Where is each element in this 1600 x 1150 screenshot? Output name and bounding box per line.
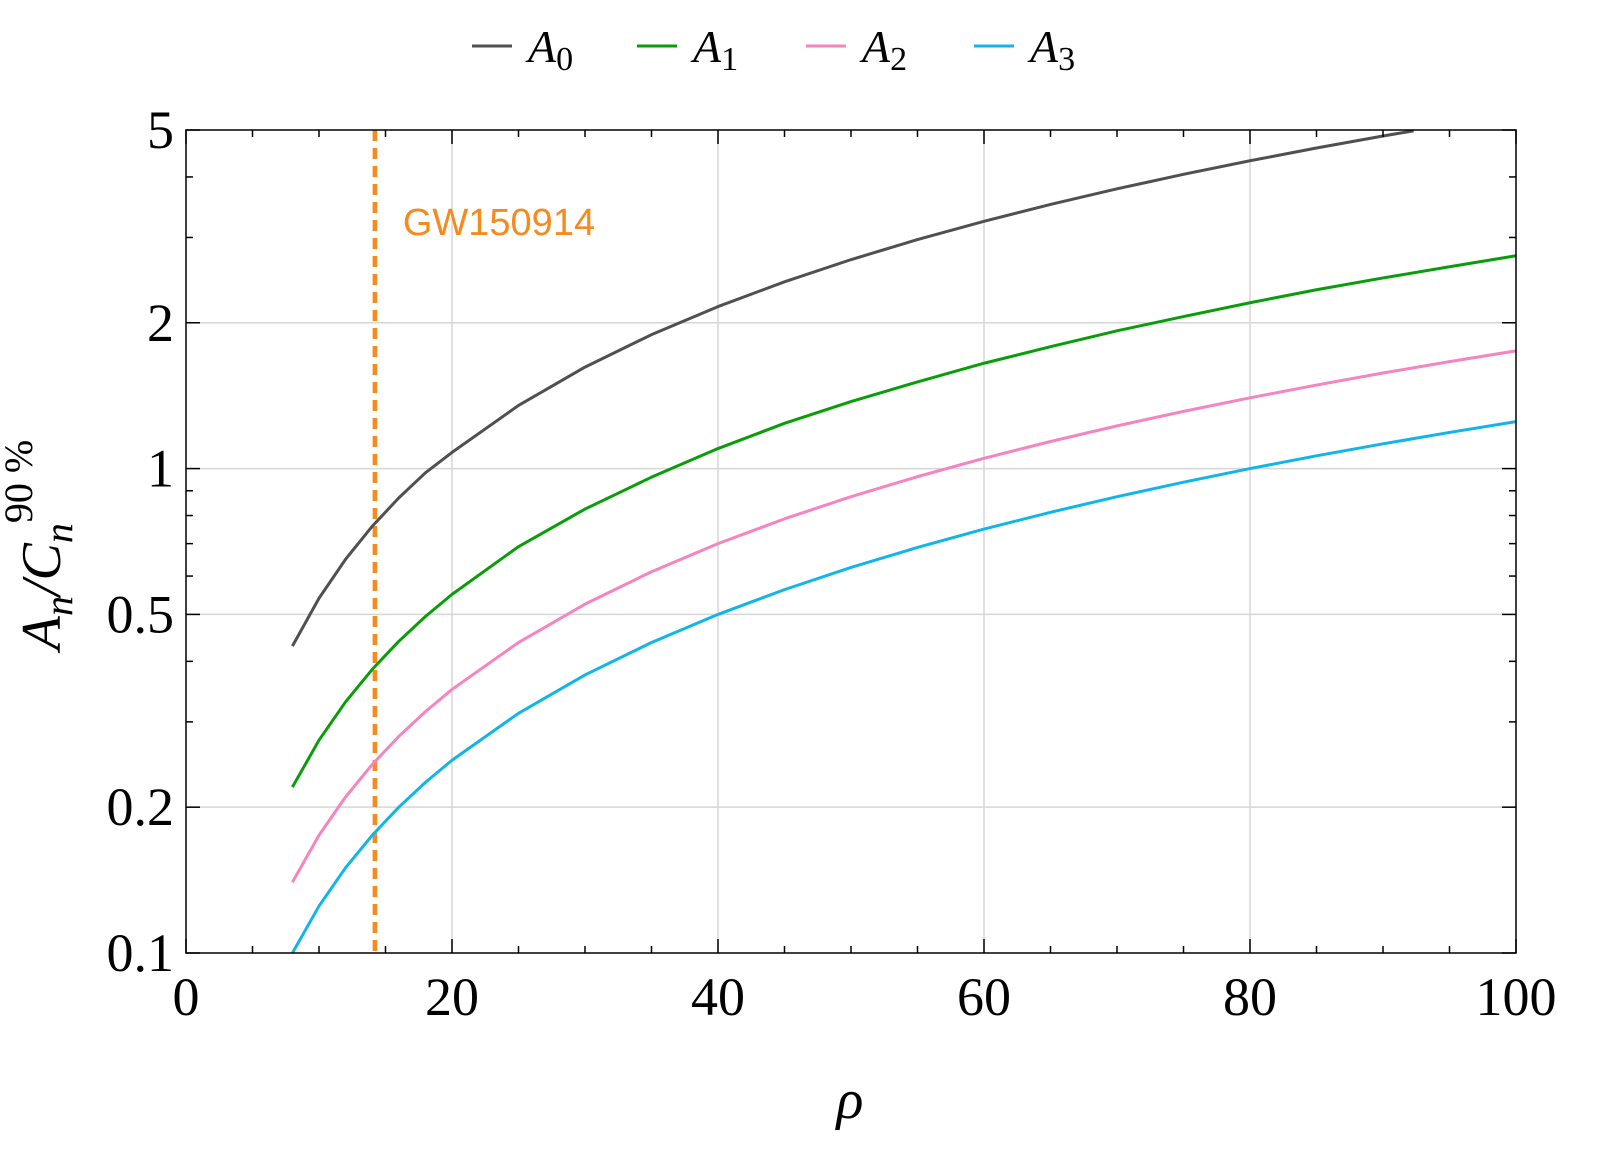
series-line-a3	[291, 420, 1517, 954]
series-line-a1	[291, 254, 1517, 788]
legend-label: A1	[690, 21, 738, 78]
y-tick-label: 0.5	[107, 584, 175, 644]
y-tick-label: 2	[147, 293, 174, 353]
x-tick-label: 60	[957, 967, 1011, 1027]
x-axis-title: ρ	[835, 1069, 864, 1131]
plot-frame	[185, 129, 1517, 954]
legend-label: A3	[1027, 21, 1075, 78]
legend: A0 A1 A2 A3	[472, 21, 1075, 78]
y-tick-label: 0.1	[107, 923, 175, 983]
y-tick-label: 1	[147, 439, 174, 499]
x-tick-label: 100	[1476, 967, 1557, 1027]
x-tick-labels: 0 20 40 60 80 100	[173, 967, 1557, 1027]
x-tick-label: 40	[691, 967, 745, 1027]
y-tick-labels: 0.1 0.2 0.5 1 2 5	[107, 100, 175, 983]
x-tick-label: 20	[425, 967, 479, 1027]
x-tick-label: 80	[1223, 967, 1277, 1027]
y-axis-title: An/Cn90 %	[0, 440, 81, 654]
gw150914-label: GW150914	[403, 202, 595, 244]
grid-lines	[186, 130, 1516, 953]
y-tick-label: 0.2	[107, 777, 175, 837]
series-line-a2	[291, 349, 1517, 883]
x-tick-label: 0	[173, 967, 200, 1027]
minor-ticks	[185, 129, 1517, 954]
legend-label: A0	[525, 21, 573, 78]
y-tick-label: 5	[147, 100, 174, 160]
legend-label: A2	[859, 21, 907, 78]
series-line-a0	[291, 129, 1414, 647]
annotation-labels: GW150914	[403, 202, 595, 244]
series-lines	[291, 129, 1517, 954]
